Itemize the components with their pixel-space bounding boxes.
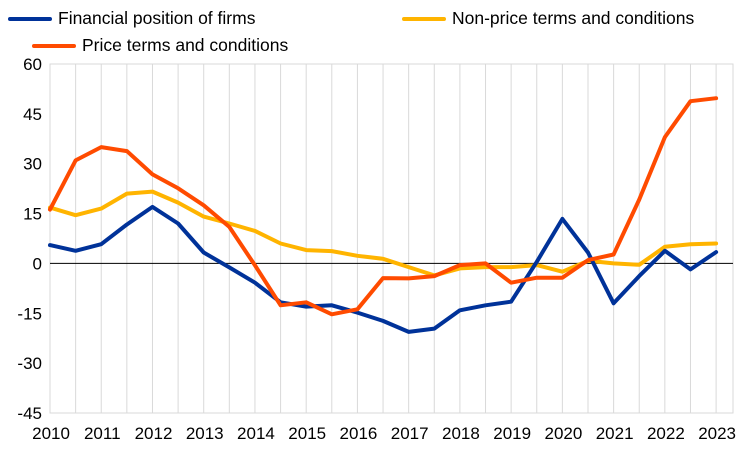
x-tick-label: 2014 — [237, 424, 275, 443]
legend-label-financial-position: Financial position of firms — [58, 8, 256, 28]
x-tick-label: 2021 — [596, 424, 634, 443]
legend-item-non-price-terms: Non-price terms and conditions — [402, 8, 694, 29]
series-lines — [48, 96, 719, 334]
series-line-0 — [48, 204, 719, 334]
series-line-1 — [48, 189, 719, 278]
y-tick-label: 45 — [23, 105, 42, 124]
y-tick-label: -45 — [17, 404, 42, 423]
y-tick-label: 30 — [23, 155, 42, 174]
x-tick-label: 2017 — [391, 424, 429, 443]
y-tick-label: -30 — [17, 354, 42, 373]
x-tick-label: 2011 — [84, 424, 121, 443]
legend-swatch-non-price-terms — [402, 16, 446, 21]
x-tick-label: 2012 — [135, 424, 173, 443]
y-tick-label: 15 — [23, 205, 42, 224]
y-tick-label: 60 — [23, 55, 42, 74]
series-line-2 — [48, 96, 719, 317]
legend-item-financial-position: Financial position of firms — [8, 8, 255, 29]
x-tick-label: 2019 — [493, 424, 531, 443]
y-tick-label: 0 — [33, 254, 42, 273]
x-tick-label: 2015 — [288, 424, 326, 443]
x-tick-label: 2013 — [186, 424, 224, 443]
legend-swatch-price-terms — [32, 43, 76, 48]
plot-frame — [49, 63, 734, 414]
legend: Financial position of firms Non-price te… — [0, 0, 744, 60]
x-tick-label: 2016 — [340, 424, 378, 443]
x-tick-label: 2010 — [32, 424, 70, 443]
legend-swatch-financial-position — [8, 16, 52, 21]
y-axis-tick-labels: 60 45 30 15 0 -15 -30 -45 — [17, 55, 42, 423]
x-tick-label: 2023 — [698, 424, 736, 443]
legend-item-price-terms: Price terms and conditions — [32, 35, 288, 56]
legend-label-non-price-terms: Non-price terms and conditions — [452, 8, 695, 28]
x-tick-label: 2020 — [544, 424, 582, 443]
legend-label-price-terms: Price terms and conditions — [82, 35, 289, 55]
grid-lines — [49, 63, 734, 414]
x-axis-tick-labels: 2010 2011 2012 2013 2014 2015 2016 2017 2018 2019… — [32, 424, 736, 443]
x-tick-label: 2018 — [442, 424, 480, 443]
y-tick-label: -15 — [17, 304, 42, 323]
x-tick-label: 2022 — [647, 424, 685, 443]
